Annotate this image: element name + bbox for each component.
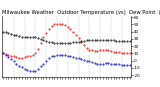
Text: Milwaukee Weather  Outdoor Temperature (vs)  Dew Point  (Last 24 Hours): Milwaukee Weather Outdoor Temperature (v…	[2, 10, 160, 15]
